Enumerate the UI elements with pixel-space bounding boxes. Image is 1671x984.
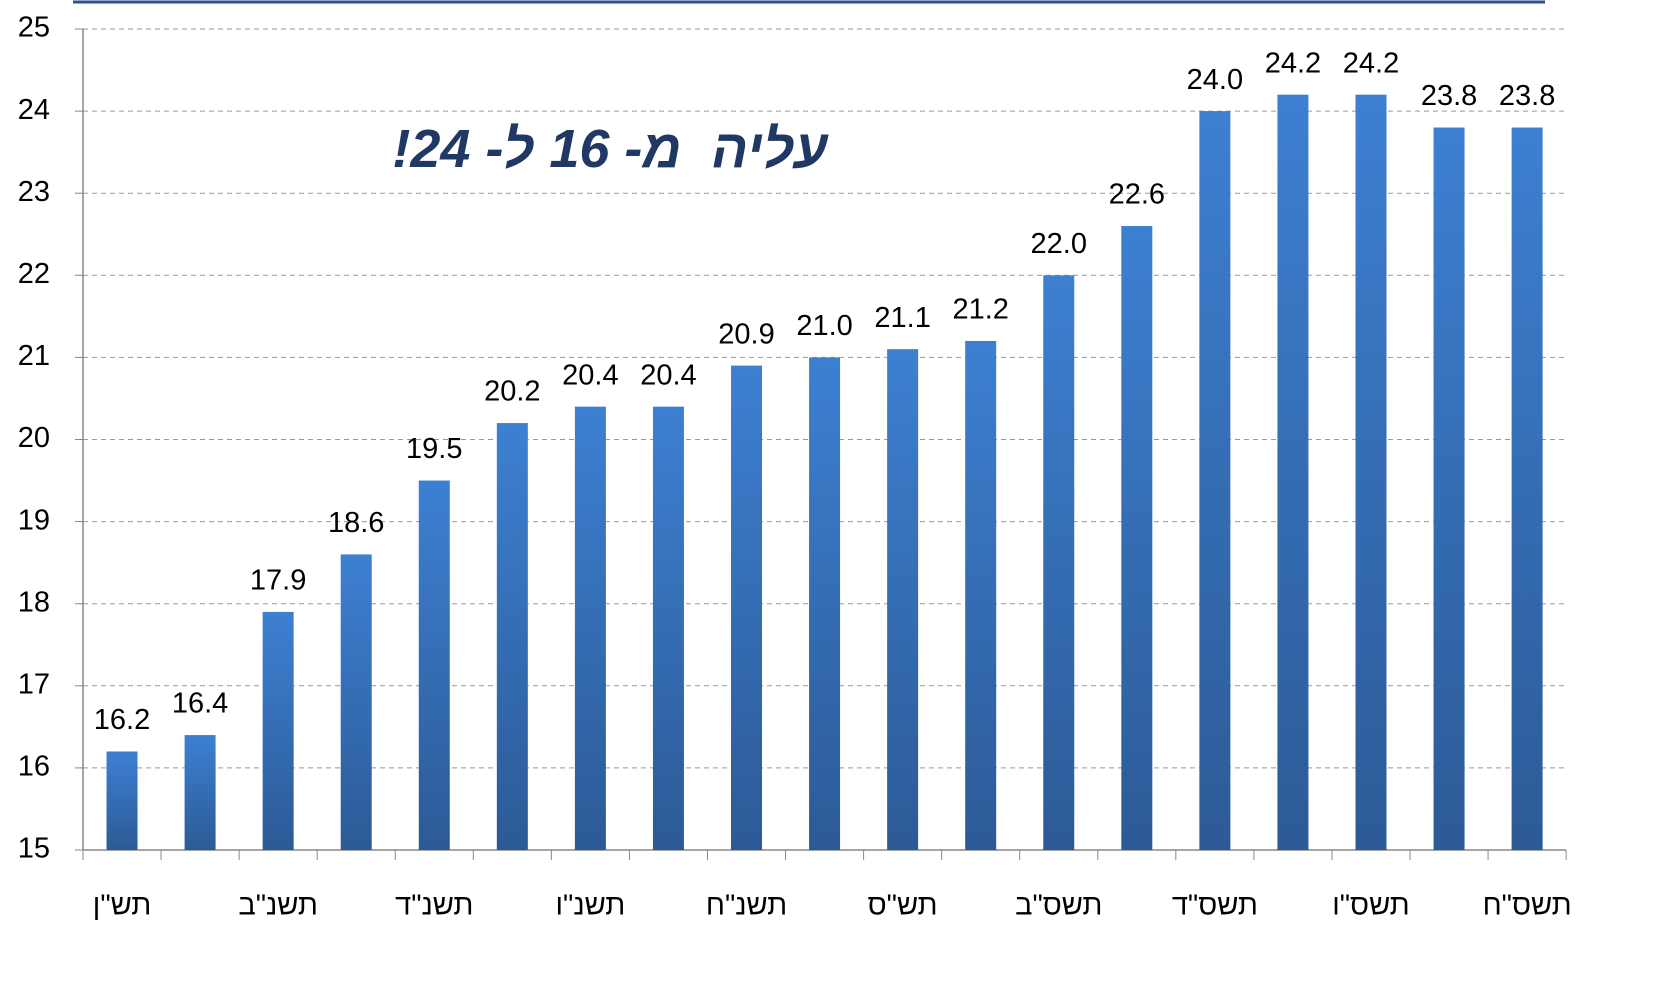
bar bbox=[652, 406, 684, 850]
y-tick-label: 24 bbox=[18, 94, 50, 126]
y-tick-label: 15 bbox=[18, 833, 50, 865]
value-label: 24.2 bbox=[1265, 47, 1321, 79]
x-tick-label: תשס"ב bbox=[1015, 890, 1102, 922]
y-tick-label: 25 bbox=[18, 12, 50, 44]
bar bbox=[1511, 127, 1543, 850]
x-tick-label: תשנ"ב bbox=[238, 890, 318, 922]
bar bbox=[106, 751, 138, 850]
x-tick-label: תש"ן bbox=[93, 890, 151, 922]
value-label: 23.8 bbox=[1421, 80, 1477, 112]
bar bbox=[1277, 94, 1309, 851]
x-tick-label: תשנ"ח bbox=[706, 890, 787, 922]
bar bbox=[340, 554, 372, 850]
annotation: עליה מ- 16 ל- 24! bbox=[392, 119, 828, 179]
bar bbox=[418, 480, 450, 850]
value-label: 18.6 bbox=[328, 507, 384, 539]
value-label: 16.2 bbox=[94, 704, 150, 736]
bar bbox=[496, 423, 528, 850]
y-tick-label: 20 bbox=[18, 422, 50, 454]
value-label: 16.4 bbox=[172, 688, 228, 720]
x-tick-label: תשס"ד bbox=[1172, 890, 1258, 922]
value-label: 19.5 bbox=[406, 433, 462, 465]
value-label: 24.0 bbox=[1187, 64, 1243, 96]
bar bbox=[1043, 275, 1075, 850]
x-tick-label: תשנ"ד bbox=[395, 890, 473, 922]
y-tick-label: 21 bbox=[18, 340, 50, 372]
x-tick-label: תשנ"ו bbox=[556, 890, 626, 922]
x-tick-label: תשס"ח bbox=[1483, 890, 1572, 922]
bar bbox=[1199, 111, 1231, 851]
bar bbox=[1121, 226, 1153, 851]
bar bbox=[887, 349, 919, 850]
value-label: 24.2 bbox=[1343, 47, 1399, 79]
value-label: 22.0 bbox=[1031, 228, 1087, 260]
value-label: 21.0 bbox=[796, 310, 852, 342]
y-tick-label: 16 bbox=[18, 751, 50, 783]
bar bbox=[965, 340, 997, 850]
value-label: 22.6 bbox=[1109, 179, 1165, 211]
bar bbox=[1433, 127, 1465, 850]
y-tick-label: 23 bbox=[18, 176, 50, 208]
bar bbox=[184, 735, 216, 850]
value-label: 23.8 bbox=[1499, 80, 1555, 112]
value-label: 21.1 bbox=[874, 302, 930, 334]
y-tick-label: 19 bbox=[18, 504, 50, 536]
bar bbox=[809, 357, 841, 850]
y-tick-label: 22 bbox=[18, 258, 50, 290]
value-label: 17.9 bbox=[250, 565, 306, 597]
y-tick-label: 17 bbox=[18, 668, 50, 700]
y-tick-label: 18 bbox=[18, 586, 50, 618]
bar bbox=[262, 611, 294, 850]
bar bbox=[731, 365, 763, 850]
value-label: 20.4 bbox=[562, 359, 618, 391]
value-label: 20.9 bbox=[718, 318, 774, 350]
x-tick-label: תש"ס bbox=[868, 890, 938, 922]
bar bbox=[574, 406, 606, 850]
value-label: 20.2 bbox=[484, 376, 540, 408]
bar bbox=[1355, 94, 1387, 851]
value-label: 20.4 bbox=[640, 359, 696, 391]
x-tick-label: תשס"ו bbox=[1332, 890, 1409, 922]
value-label: 21.2 bbox=[952, 294, 1008, 326]
